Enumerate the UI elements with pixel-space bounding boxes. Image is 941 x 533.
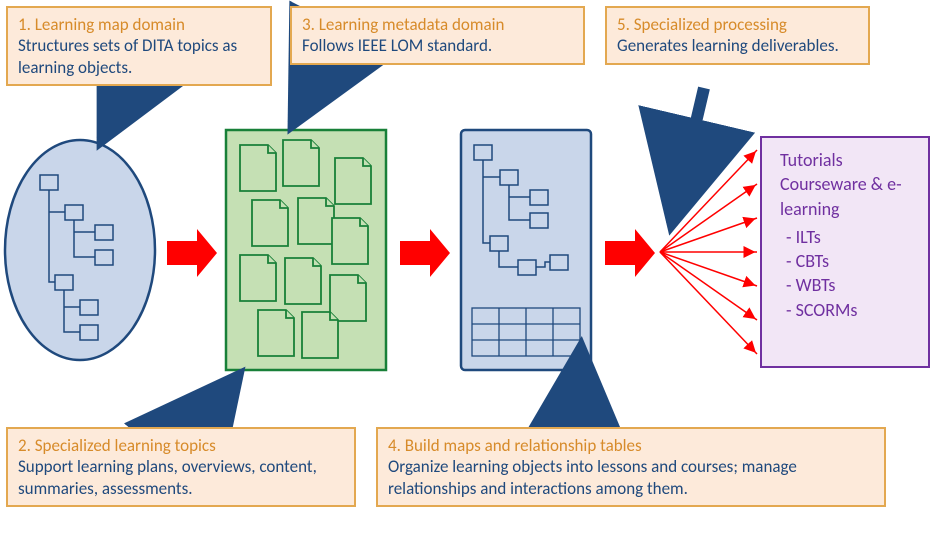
stage-ellipse: [5, 140, 155, 360]
box-5-desc: Generates learning deliverables.: [617, 35, 858, 56]
box-3-title: 3. Learning metadata domain: [302, 14, 573, 35]
box-2-title: 2. Specialized learning topics: [18, 435, 344, 456]
box-5-title: 5. Specialized processing: [617, 14, 858, 35]
output-item: CBTs: [786, 249, 914, 273]
box-2: 2. Specialized learning topics Support l…: [6, 427, 356, 507]
box-4-desc: Organize learning objects into lessons a…: [388, 456, 874, 499]
output-item: SCORMs: [786, 298, 914, 322]
box-1: 1. Learning map domain Structures sets o…: [6, 6, 272, 86]
pointer-arrows: [102, 68, 704, 424]
output-heading-2: Courseware & e-learning: [780, 172, 914, 221]
box-1-desc: Structures sets of DITA topics as learni…: [18, 35, 260, 78]
box-2-desc: Support learning plans, overviews, conte…: [18, 456, 344, 499]
stage-blue-panel: [461, 130, 591, 370]
box-3-desc: Follows IEEE LOM standard.: [302, 35, 573, 56]
output-rays: [660, 150, 757, 354]
flow-arrows: [167, 229, 655, 277]
box-5: 5. Specialized processing Generates lear…: [605, 6, 870, 65]
box-4: 4. Build maps and relationship tables Or…: [376, 427, 886, 507]
box-3: 3. Learning metadata domain Follows IEEE…: [290, 6, 585, 65]
stage-green-docs: [226, 130, 386, 370]
box-4-title: 4. Build maps and relationship tables: [388, 435, 874, 456]
box-1-title: 1. Learning map domain: [18, 14, 260, 35]
diagram-canvas: 1. Learning map domain Structures sets o…: [0, 0, 941, 533]
output-box: Tutorials Courseware & e-learning ILTs C…: [760, 136, 930, 368]
output-list: ILTs CBTs WBTs SCORMs: [780, 225, 914, 322]
output-heading-1: Tutorials: [780, 148, 914, 172]
output-item: WBTs: [786, 273, 914, 297]
output-item: ILTs: [786, 225, 914, 249]
